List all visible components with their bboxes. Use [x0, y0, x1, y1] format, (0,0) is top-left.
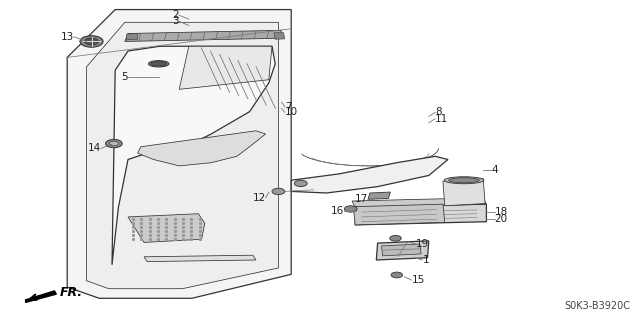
Text: 16: 16 — [331, 206, 344, 216]
Text: 2: 2 — [173, 10, 179, 20]
Text: 13: 13 — [60, 32, 74, 42]
Polygon shape — [127, 33, 138, 40]
Circle shape — [84, 38, 99, 45]
Ellipse shape — [444, 177, 484, 184]
Polygon shape — [138, 131, 266, 166]
Text: 8: 8 — [435, 107, 442, 117]
Polygon shape — [352, 198, 486, 207]
Polygon shape — [112, 46, 275, 265]
Polygon shape — [274, 33, 285, 39]
Ellipse shape — [148, 61, 169, 67]
Polygon shape — [355, 204, 486, 225]
Circle shape — [391, 272, 403, 278]
Circle shape — [80, 36, 103, 47]
Polygon shape — [125, 30, 282, 41]
Polygon shape — [67, 10, 291, 298]
Polygon shape — [144, 255, 256, 262]
Circle shape — [390, 235, 401, 241]
Circle shape — [344, 206, 357, 212]
Polygon shape — [86, 22, 278, 289]
Circle shape — [294, 180, 307, 187]
Polygon shape — [179, 46, 272, 89]
Text: 14: 14 — [88, 143, 101, 153]
Text: 11: 11 — [435, 114, 449, 124]
Text: 1: 1 — [422, 255, 429, 265]
Polygon shape — [376, 241, 429, 260]
Polygon shape — [26, 291, 56, 302]
Text: 3: 3 — [173, 16, 179, 26]
Polygon shape — [381, 244, 421, 256]
Text: 4: 4 — [492, 165, 498, 175]
Circle shape — [272, 188, 285, 195]
Circle shape — [106, 139, 122, 148]
Text: 15: 15 — [412, 275, 425, 285]
Text: 10: 10 — [285, 107, 298, 117]
Ellipse shape — [151, 62, 166, 66]
Text: 20: 20 — [495, 213, 508, 224]
Ellipse shape — [449, 178, 479, 183]
Text: 17: 17 — [355, 194, 368, 204]
Text: FR.: FR. — [60, 286, 83, 299]
Polygon shape — [443, 179, 485, 206]
Text: 19: 19 — [416, 239, 429, 249]
Circle shape — [109, 141, 118, 146]
Polygon shape — [353, 204, 445, 225]
Text: 18: 18 — [495, 207, 508, 217]
Polygon shape — [128, 214, 205, 242]
Text: 5: 5 — [122, 72, 128, 82]
Polygon shape — [368, 192, 390, 199]
Text: S0K3-B3920C: S0K3-B3920C — [564, 301, 630, 311]
Text: 7: 7 — [285, 102, 291, 112]
Text: 12: 12 — [252, 193, 266, 203]
Polygon shape — [291, 156, 448, 193]
